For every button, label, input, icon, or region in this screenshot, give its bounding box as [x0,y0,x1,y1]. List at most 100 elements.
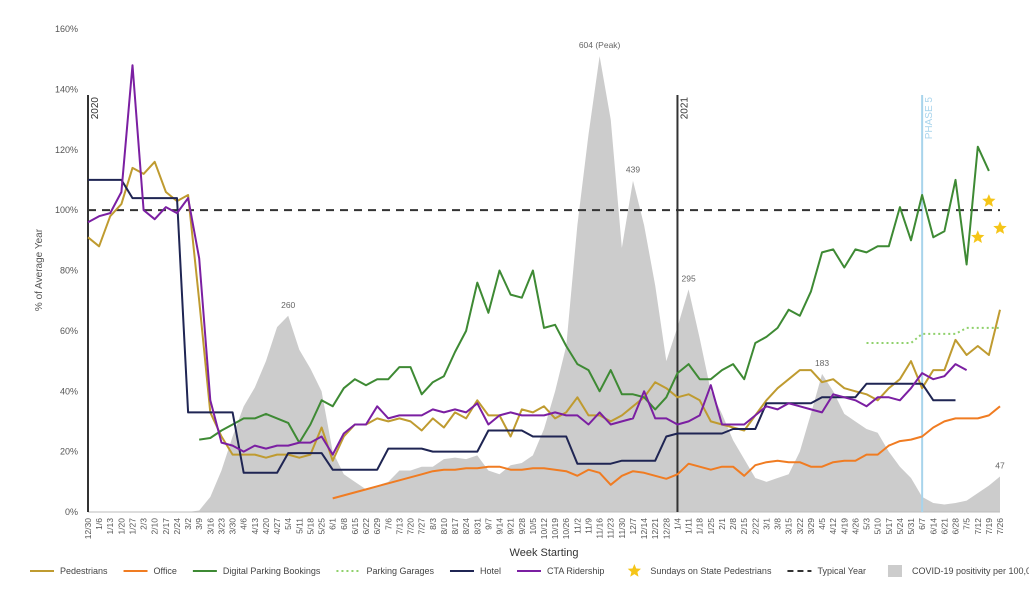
y-axis-label: % of Average Year [34,228,45,311]
x-tick-label: 6/7 [917,518,927,530]
x-tick-label: 5/3 [862,518,872,530]
legend-swatch [887,565,902,577]
legend-item: Sundays on State Pedestrians [627,564,772,577]
data-label: 439 [626,165,640,175]
x-tick-label: 8/31 [472,518,482,535]
x-tick-label: 7/26 [995,518,1005,535]
x-tick-label: 7/20 [406,518,416,535]
x-tick-label: 10/12 [539,518,549,540]
y-tick-label: 160% [55,24,78,34]
series-line [866,326,1000,344]
data-label: 183 [815,358,829,368]
legend-item: Hotel [449,566,501,576]
star-marker [971,230,985,243]
x-tick-label: 8/10 [439,518,449,535]
x-tick-label: 1/20 [116,518,126,535]
x-tick-label: 6/29 [372,518,382,535]
legend-item: Typical Year [787,566,866,576]
x-tick-label: 6/22 [361,518,371,535]
series-line [88,178,956,474]
series-line [87,64,968,456]
x-tick-label: 3/1 [761,518,771,530]
x-tick-label: 3/9 [194,518,204,530]
x-tick-label: 7/13 [394,518,404,535]
x-tick-label: 8/3 [428,518,438,530]
x-tick-label: 9/7 [483,518,493,530]
x-tick-label: 6/21 [939,518,949,535]
x-tick-label: 1/11 [684,518,694,534]
x-tick-label: 7/12 [973,518,983,535]
x-tick-label: 2/24 [172,518,182,535]
x-tick-label: 1/4 [672,518,682,530]
series-line [199,145,990,444]
x-tick-label: 4/13 [250,518,260,535]
y-tick-label: 120% [55,145,78,155]
x-tick-label: 3/8 [773,518,783,530]
x-tick-label: 5/10 [873,518,883,535]
x-tick-label: 4/20 [261,518,271,535]
x-tick-label: 1/27 [127,518,137,535]
y-tick-label: 60% [60,326,78,336]
data-label: 47 [995,461,1005,471]
x-tick-label: 5/4 [283,518,293,530]
x-tick-label: 6/15 [350,518,360,535]
x-tick-label: 12/7 [628,518,638,535]
x-tick-label: 10/19 [550,518,560,540]
legend-label: CTA Ridership [547,566,604,576]
x-tick-label: 10/5 [528,518,538,535]
legend-label: Hotel [480,566,501,576]
x-tick-label: 4/19 [839,518,849,535]
data-label: 295 [681,273,695,283]
x-axis-label: Week Starting [510,547,579,559]
x-tick-label: 10/26 [561,518,571,540]
y-tick-label: 80% [60,266,78,276]
legend-label: COVID-19 positivity per 100,000 [912,566,1029,576]
x-tick-label: 2/22 [750,518,760,535]
legend-label: Typical Year [817,566,866,576]
annotation-label: 2021 [679,97,690,120]
x-tick-label: 1/13 [105,518,115,535]
x-tick-label: 12/14 [639,518,649,540]
x-tick-label: 5/17 [884,518,894,535]
legend-label: Parking Garages [366,566,434,576]
x-tick-label: 11/23 [606,518,616,539]
x-tick-label: 3/30 [228,518,238,535]
legend-item: Parking Garages [336,566,434,576]
series-line [332,405,1001,500]
x-tick-label: 3/23 [216,518,226,535]
x-tick-label: 4/26 [850,518,860,535]
x-tick-label: 4/12 [828,518,838,535]
star-marker [993,221,1007,234]
x-tick-label: 3/2 [183,518,193,530]
x-tick-label: 8/24 [461,518,471,535]
x-tick-label: 6/8 [339,518,349,530]
legend-label: Sundays on State Pedestrians [650,566,772,576]
x-tick-label: 6/14 [928,518,938,535]
x-tick-label: 7/6 [383,518,393,530]
y-tick-label: 40% [60,386,78,396]
star-marker [982,194,996,207]
x-tick-label: 1/18 [695,518,705,535]
x-tick-label: 12/21 [650,518,660,540]
y-tick-label: 100% [55,205,78,215]
legend-item: Pedestrians [30,566,108,576]
legend-label: Office [154,566,177,576]
x-tick-label: 3/29 [806,518,816,535]
y-tick-label: 140% [55,84,78,94]
x-tick-label: 8/17 [450,518,460,535]
legend-label: Digital Parking Bookings [223,566,321,576]
x-tick-label: 1/6 [94,518,104,530]
x-tick-label: 7/5 [962,518,972,530]
x-tick-label: 4/6 [239,518,249,530]
x-tick-label: 2/15 [739,518,749,535]
x-tick-label: 2/3 [139,518,149,530]
area [88,56,1000,512]
legend-item: CTA Ridership [517,566,604,576]
legend-swatch [627,564,641,577]
y-tick-label: 20% [60,447,78,457]
x-tick-label: 9/14 [495,518,505,535]
x-tick-label: 5/25 [317,518,327,535]
x-tick-label: 3/16 [205,518,215,535]
x-tick-label: 12/30 [83,518,93,540]
